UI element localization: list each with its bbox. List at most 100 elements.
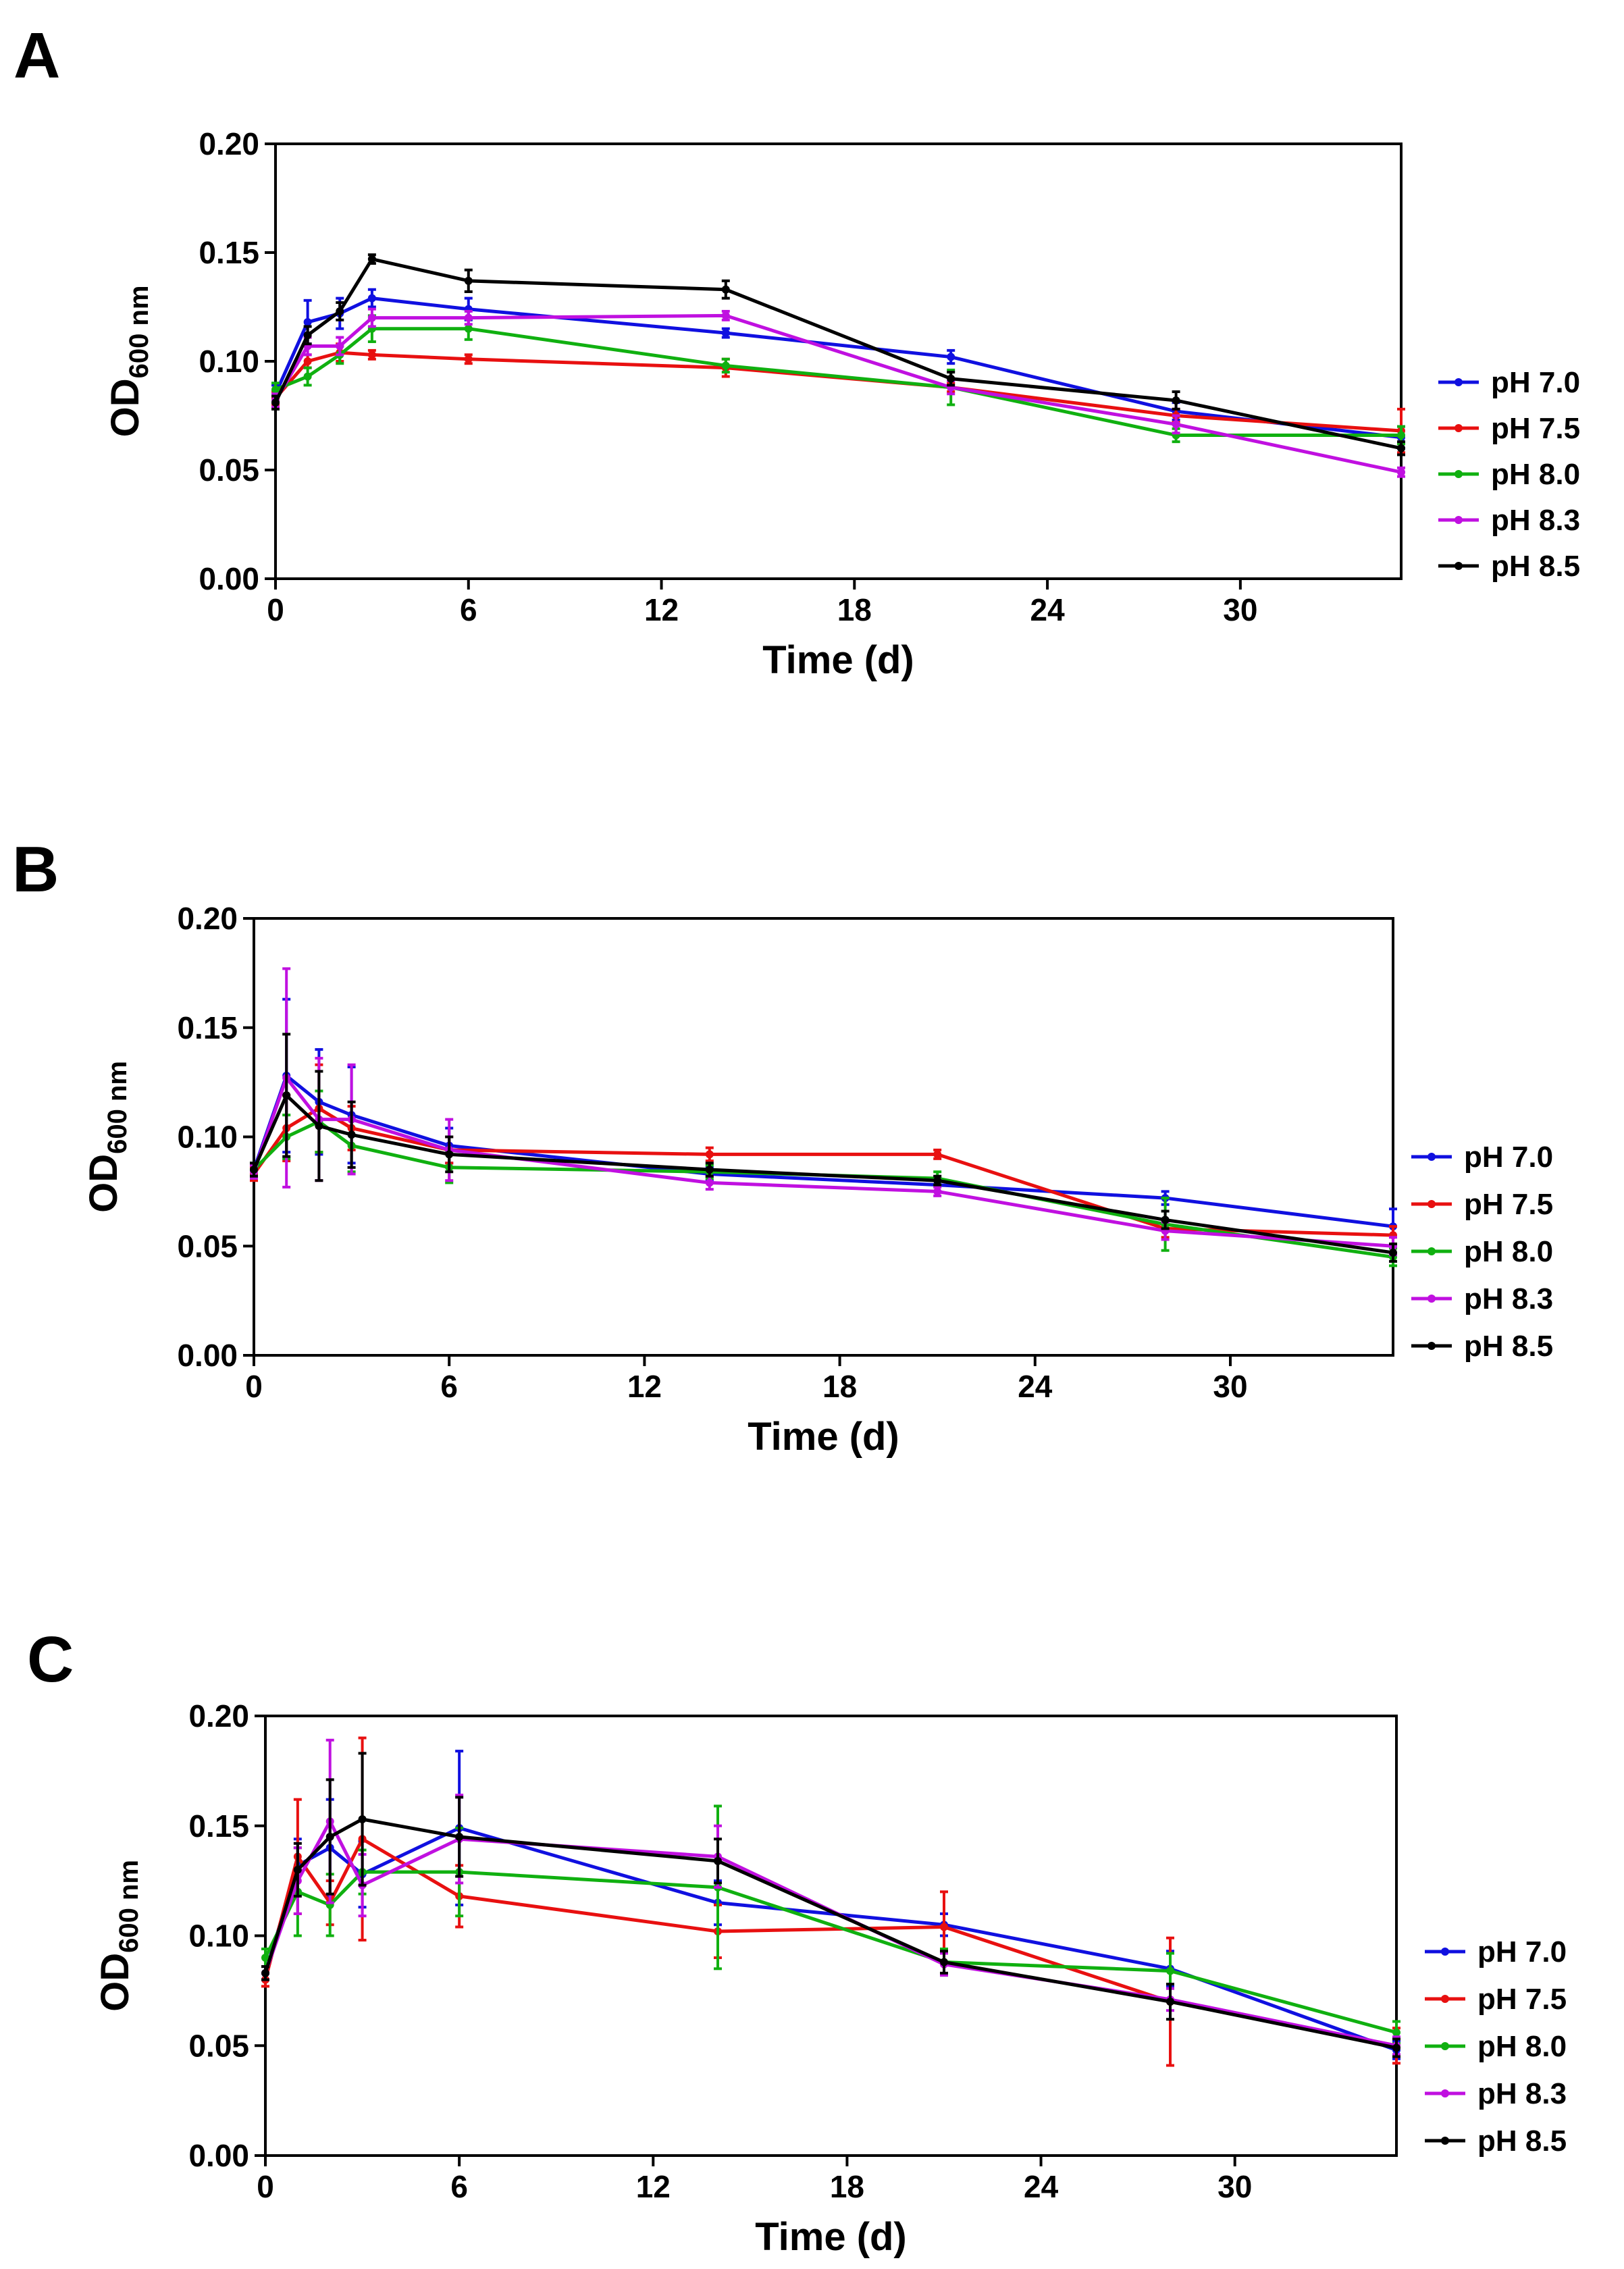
y-tick-label: 0.15 bbox=[177, 1010, 238, 1045]
y-axis-title-subscript: 600 nm bbox=[124, 286, 154, 379]
series-line bbox=[263, 1817, 1397, 2050]
data-point bbox=[303, 318, 312, 327]
chart-panel-a: 0.00 0.05 0.10 0.15 0.20 0 6 12 18 24 30 Time (d) OD… bbox=[103, 126, 1580, 682]
data-point bbox=[367, 313, 376, 322]
data-point bbox=[714, 1856, 722, 1865]
series-line bbox=[252, 1093, 1394, 1255]
y-tick-label: 0.20 bbox=[188, 1698, 249, 1733]
data-point bbox=[282, 1091, 291, 1100]
x-tick-label: 0 bbox=[257, 2169, 274, 2204]
data-point bbox=[261, 1968, 269, 1977]
legend-marker bbox=[1455, 562, 1463, 570]
x-tick-label: 6 bbox=[460, 592, 477, 627]
data-point bbox=[250, 1166, 258, 1174]
x-tick-label: 30 bbox=[1217, 2169, 1252, 2204]
data-point bbox=[933, 1187, 942, 1196]
x-tick-label: 18 bbox=[830, 2169, 864, 2204]
legend-marker bbox=[1441, 2042, 1449, 2050]
plot-frame bbox=[274, 142, 1403, 580]
data-point bbox=[315, 1122, 323, 1130]
legend-label: pH 7.0 bbox=[1477, 1935, 1567, 1968]
legend-label: pH 8.0 bbox=[1464, 1235, 1553, 1268]
x-tick-label: 18 bbox=[822, 1369, 857, 1404]
data-point bbox=[1166, 1998, 1174, 2006]
data-point bbox=[1397, 468, 1405, 477]
legend-marker bbox=[1427, 1295, 1436, 1303]
data-point bbox=[358, 1815, 367, 1823]
data-point bbox=[933, 1150, 942, 1159]
legend-marker bbox=[1441, 1995, 1449, 2003]
x-tick-label: 24 bbox=[1030, 592, 1065, 627]
x-tick-label: 6 bbox=[440, 1369, 458, 1404]
series-ph-8-3 bbox=[261, 1738, 1400, 2056]
x-axis-title: Time (d) bbox=[762, 638, 914, 682]
series-ph-7-5 bbox=[250, 1063, 1397, 1246]
data-point bbox=[367, 255, 376, 263]
data-point bbox=[940, 1958, 948, 1966]
series-line bbox=[252, 1106, 1394, 1237]
data-point bbox=[947, 353, 955, 361]
y-axis-title-main: OD bbox=[82, 1154, 126, 1213]
series-ph-8-5 bbox=[271, 253, 1405, 457]
y-tick-label: 0.00 bbox=[188, 2138, 249, 2173]
legend-label: pH 8.3 bbox=[1477, 2077, 1567, 2110]
legend-marker bbox=[1427, 1247, 1436, 1255]
y-axis-title-subscript: 600 nm bbox=[114, 1860, 144, 1953]
legend-label: pH 7.0 bbox=[1464, 1141, 1553, 1174]
y-axis-title: OD600 nm bbox=[103, 286, 154, 438]
legend-marker bbox=[1427, 1200, 1436, 1208]
legend-label: pH 8.5 bbox=[1464, 1330, 1553, 1363]
y-tick-label: 0.10 bbox=[177, 1120, 238, 1155]
data-point bbox=[1397, 444, 1405, 452]
legend-label: pH 8.3 bbox=[1491, 504, 1580, 537]
legend-label: pH 8.0 bbox=[1477, 2030, 1567, 2063]
legend-label: pH 7.5 bbox=[1491, 412, 1580, 445]
y-tick-label: 0.20 bbox=[177, 901, 238, 936]
data-point bbox=[464, 276, 473, 285]
y-tick-label: 0.15 bbox=[199, 235, 259, 270]
legend-marker bbox=[1455, 516, 1463, 524]
series-ph-7-5 bbox=[261, 1736, 1400, 2067]
data-point bbox=[336, 307, 344, 315]
legend-marker bbox=[1441, 1948, 1449, 1956]
panel-label-c: C bbox=[27, 1623, 74, 1696]
y-tick-label: 0.05 bbox=[188, 2028, 249, 2063]
y-tick-label: 0.10 bbox=[199, 344, 259, 379]
legend-marker bbox=[1441, 2137, 1449, 2145]
data-point bbox=[303, 331, 312, 340]
data-point bbox=[367, 294, 376, 303]
data-point bbox=[705, 1178, 714, 1187]
series-ph-8-5 bbox=[250, 1033, 1397, 1263]
y-tick-label: 0.05 bbox=[199, 452, 259, 488]
data-point bbox=[347, 1130, 356, 1139]
series-line bbox=[274, 350, 1402, 433]
series-ph-7-0 bbox=[271, 288, 1405, 450]
legend-marker bbox=[1427, 1153, 1436, 1161]
data-point bbox=[933, 1176, 942, 1185]
legend-label: pH 8.5 bbox=[1491, 550, 1580, 583]
data-point bbox=[721, 285, 730, 294]
series-line bbox=[263, 1870, 1397, 2035]
x-axis-title: Time (d) bbox=[755, 2215, 907, 2259]
series-line bbox=[273, 313, 1402, 474]
data-point bbox=[271, 385, 280, 394]
data-point bbox=[705, 1150, 714, 1159]
panel-label-a: A bbox=[14, 20, 60, 92]
legend-marker bbox=[1441, 2089, 1449, 2097]
y-tick-label: 0.00 bbox=[177, 1338, 238, 1373]
data-point bbox=[1397, 431, 1405, 440]
legend-label: pH 7.5 bbox=[1477, 1983, 1567, 2016]
data-point bbox=[261, 1954, 269, 1962]
y-tick-label: 0.20 bbox=[199, 126, 259, 161]
data-point bbox=[464, 355, 473, 363]
x-tick-label: 12 bbox=[627, 1369, 662, 1404]
series-ph-8-5 bbox=[261, 1752, 1400, 2058]
series-ph-8-3 bbox=[250, 967, 1397, 1257]
data-point bbox=[721, 329, 730, 338]
data-point bbox=[1172, 396, 1180, 405]
data-point bbox=[303, 372, 312, 381]
data-point bbox=[464, 324, 473, 333]
y-axis-title: OD600 nm bbox=[82, 1061, 132, 1213]
data-point bbox=[336, 342, 344, 350]
